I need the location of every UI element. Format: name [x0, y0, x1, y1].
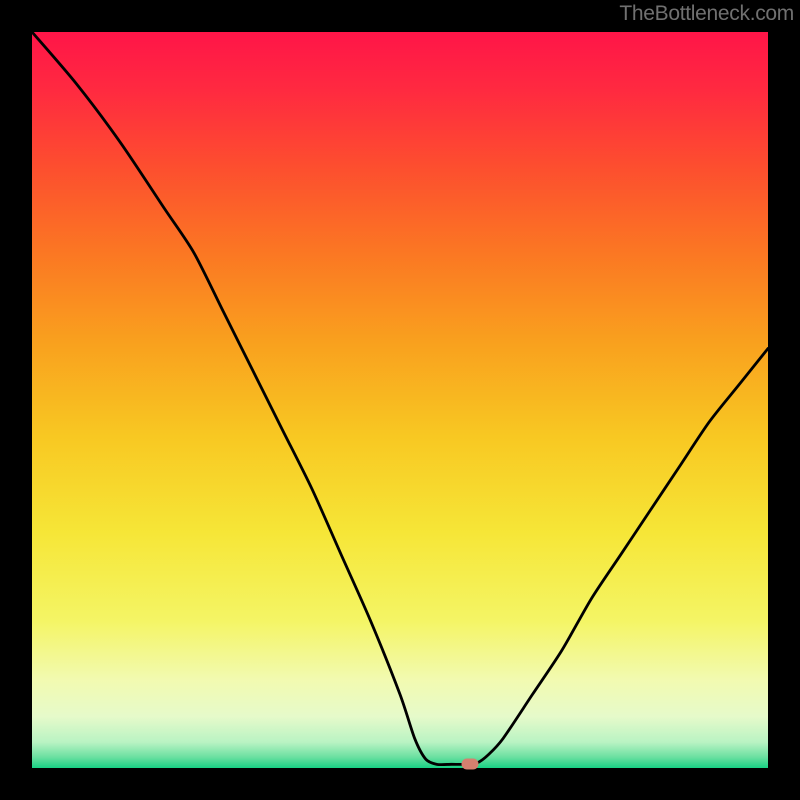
optimal-point-marker — [461, 758, 478, 769]
bottleneck-curve — [32, 32, 768, 768]
chart-container: TheBottleneck.com — [0, 0, 800, 800]
watermark-text: TheBottleneck.com — [619, 2, 794, 26]
plot-area — [32, 32, 768, 768]
